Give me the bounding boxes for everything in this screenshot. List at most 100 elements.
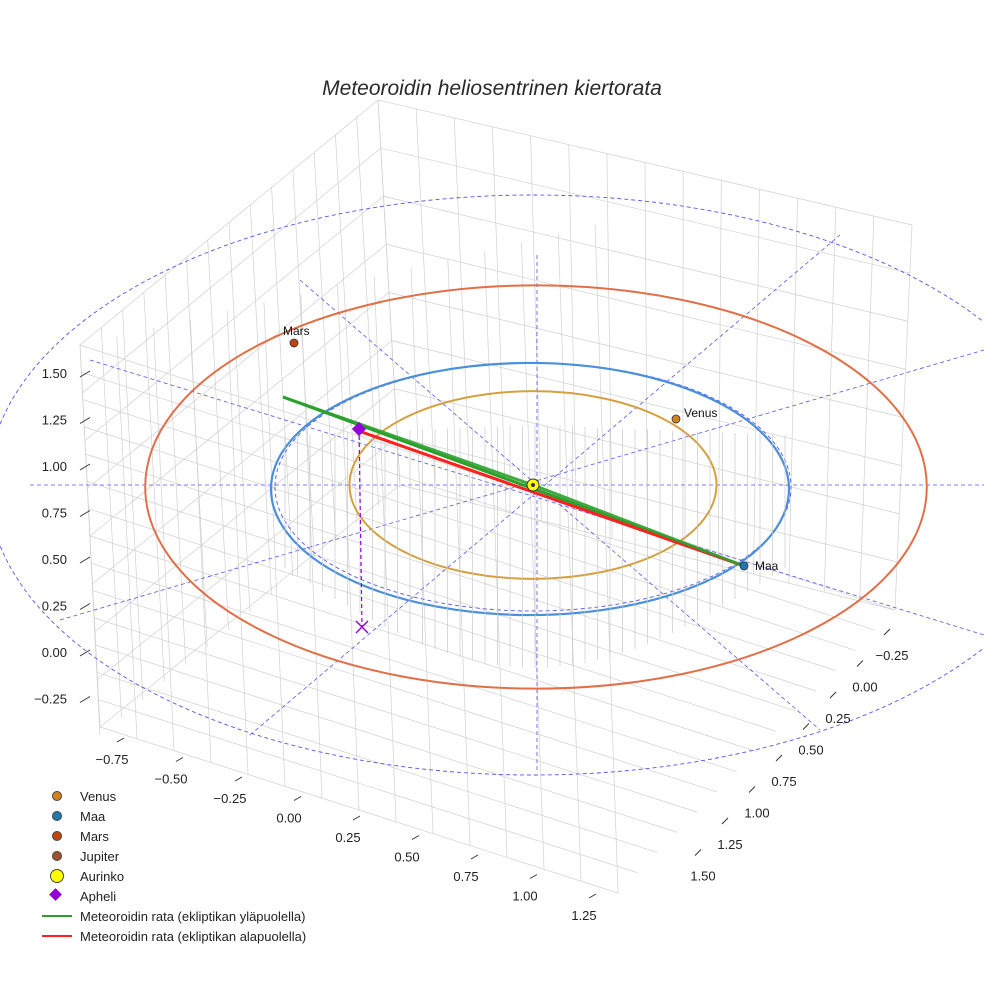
apheli-projection-mark <box>355 620 369 634</box>
grid-line <box>594 224 619 894</box>
chart-title: Meteoroidin heliosentrinen kiertorata <box>322 77 662 100</box>
x-tick <box>116 737 125 743</box>
legend-marker <box>50 869 64 883</box>
apheli-marker <box>351 421 367 437</box>
legend-marker <box>42 915 72 917</box>
grid-line <box>380 147 910 274</box>
grid-line <box>377 99 401 489</box>
grid-line <box>91 562 737 773</box>
legend-symbol <box>40 906 74 926</box>
grid-line <box>79 99 379 346</box>
z-tick <box>79 510 91 517</box>
legend-item: Mars <box>40 826 306 846</box>
grid-line <box>388 292 904 418</box>
grid-line <box>226 310 249 775</box>
grid-line <box>82 399 856 651</box>
legend-marker <box>52 791 62 801</box>
grid-line <box>89 292 390 537</box>
z-tick <box>79 696 91 703</box>
x-tick <box>293 796 302 801</box>
grid-line <box>94 388 395 632</box>
legend-label: Jupiter <box>80 848 120 864</box>
y-tick-label: −0.25 <box>876 648 909 663</box>
legend-marker <box>52 811 62 821</box>
legend-item: Venus <box>40 786 306 806</box>
grid-line <box>228 222 251 612</box>
x-tick-label: 0.25 <box>335 830 360 845</box>
earth-orbit <box>269 361 791 617</box>
planet-mars <box>289 338 299 348</box>
grid-line <box>100 327 122 718</box>
grid-line <box>153 327 175 751</box>
grid-line <box>484 250 508 858</box>
grid-line <box>383 195 908 322</box>
grid-layer <box>79 99 913 894</box>
y-tick <box>748 786 756 793</box>
grid-line <box>249 204 272 594</box>
y-tick <box>775 754 783 762</box>
grid-line <box>82 147 381 394</box>
legend-label: Maa <box>80 808 106 824</box>
y-tick <box>883 628 891 636</box>
tick-layer: 1.50 1.25 1.00 0.75 0.50 0.25 0.00 −0.25 −0.75 −0… <box>34 366 908 923</box>
planet-label: Venus <box>684 406 717 420</box>
grid-line <box>164 274 187 665</box>
z-tick <box>79 370 91 378</box>
grid-line <box>292 169 315 559</box>
x-tick <box>352 815 361 821</box>
y-tick <box>721 817 729 825</box>
legend-label: Mars <box>80 828 109 844</box>
orbit-layer <box>144 284 928 690</box>
z-tick-label: 1.00 <box>42 459 67 474</box>
grid-line <box>447 259 471 846</box>
grid-line <box>79 344 101 736</box>
legend: Venus Maa Mars Jupiter Aurinko Apheli Meteoroi… <box>40 786 306 946</box>
grid-line <box>557 233 582 882</box>
meteoroid-orbit-below <box>355 428 745 568</box>
y-tick-label: 1.25 <box>717 837 742 852</box>
grid-line <box>410 267 434 834</box>
z-tick-label: −0.25 <box>34 692 67 707</box>
grid-line <box>98 699 638 874</box>
y-tick-label: 0.00 <box>852 680 877 695</box>
z-tick-label: 0.75 <box>42 506 67 521</box>
grid-line <box>87 244 387 489</box>
grid-line <box>337 284 360 811</box>
x-tick-label: −0.75 <box>96 752 129 767</box>
z-tick <box>79 417 91 424</box>
grid-line <box>391 340 902 466</box>
planet-venus <box>671 414 681 424</box>
grid-line <box>207 239 229 630</box>
grid-line <box>186 257 208 647</box>
planet-maa <box>739 561 749 571</box>
grid-line <box>521 242 545 870</box>
x-tick-label: 1.00 <box>512 889 537 904</box>
x-tick <box>175 757 184 762</box>
z-tick <box>79 603 91 610</box>
x-tick-label: 0.50 <box>394 850 419 865</box>
legend-label: Venus <box>80 788 117 804</box>
legend-marker <box>52 851 62 861</box>
legend-item: Maa <box>40 806 306 826</box>
grid-line <box>88 508 777 732</box>
apheli-drop-line <box>358 428 363 628</box>
reference-circle-inner <box>274 362 792 612</box>
grid-line <box>84 195 384 441</box>
x-tick <box>234 776 243 782</box>
y-tick-label: 1.50 <box>690 869 715 884</box>
legend-marker <box>42 935 72 937</box>
legend-label: Aurinko <box>80 868 125 884</box>
grid-line <box>95 644 678 833</box>
x-tick-label: 0.00 <box>276 811 301 826</box>
reference-ray <box>249 234 841 736</box>
x-tick-label: −0.25 <box>214 791 247 806</box>
grid-line <box>122 309 144 700</box>
y-tick-label: 0.75 <box>771 774 796 789</box>
y-tick <box>856 660 864 667</box>
y-tick-label: 0.50 <box>798 743 823 758</box>
legend-item: Jupiter <box>40 846 306 866</box>
x-tick <box>529 874 538 879</box>
y-tick-label: 1.00 <box>744 806 769 821</box>
planet-label: Maa <box>755 559 779 573</box>
